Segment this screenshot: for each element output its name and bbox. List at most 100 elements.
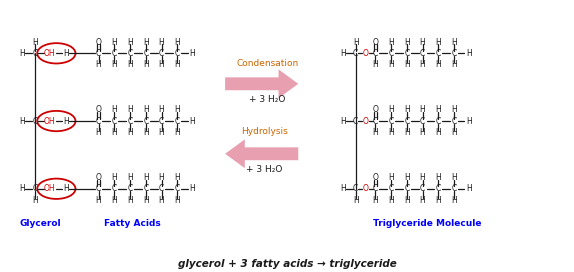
Text: C: C	[404, 116, 409, 126]
Text: H: H	[143, 173, 149, 182]
Text: H: H	[436, 173, 441, 182]
Text: H: H	[158, 173, 164, 182]
Text: C: C	[112, 184, 117, 193]
Text: C: C	[159, 116, 164, 126]
Text: C: C	[96, 184, 101, 193]
Text: O: O	[363, 49, 369, 58]
Text: O: O	[363, 184, 369, 193]
Text: Fatty Acids: Fatty Acids	[104, 219, 161, 228]
Text: C: C	[174, 116, 180, 126]
Text: C: C	[112, 49, 117, 58]
Text: C: C	[373, 184, 378, 193]
Text: O: O	[373, 38, 378, 47]
Text: C: C	[436, 49, 441, 58]
Text: C: C	[389, 116, 394, 126]
Text: C: C	[420, 184, 425, 193]
Text: C: C	[420, 116, 425, 126]
Text: H: H	[143, 105, 149, 114]
Text: H: H	[174, 38, 180, 47]
Text: H: H	[111, 38, 117, 47]
Text: C: C	[174, 184, 180, 193]
Text: H: H	[340, 184, 346, 193]
Text: H: H	[420, 128, 425, 137]
Text: H: H	[127, 173, 133, 182]
Text: H: H	[32, 196, 38, 205]
Text: Hydrolysis: Hydrolysis	[241, 127, 288, 136]
Text: C: C	[451, 184, 457, 193]
Text: H: H	[111, 60, 117, 69]
Text: + 3 H₂O: + 3 H₂O	[246, 165, 282, 174]
Text: C: C	[389, 184, 394, 193]
Text: C: C	[127, 184, 133, 193]
Text: OH: OH	[44, 184, 56, 193]
Text: C: C	[96, 49, 101, 58]
Text: O: O	[373, 173, 378, 182]
Text: H: H	[127, 128, 133, 137]
FancyArrow shape	[225, 139, 298, 168]
Text: H: H	[451, 105, 457, 114]
Text: O: O	[96, 105, 102, 114]
Text: H: H	[466, 49, 472, 58]
Text: glycerol + 3 fatty acids → triglyceride: glycerol + 3 fatty acids → triglyceride	[177, 259, 397, 269]
Text: H: H	[404, 60, 410, 69]
Text: H: H	[96, 128, 102, 137]
Text: H: H	[32, 38, 38, 47]
Text: H: H	[451, 128, 457, 137]
Text: H: H	[373, 60, 378, 69]
Text: C: C	[159, 184, 164, 193]
Text: H: H	[111, 173, 117, 182]
Text: H: H	[404, 173, 410, 182]
Text: H: H	[158, 196, 164, 205]
Text: H: H	[111, 105, 117, 114]
Text: C: C	[143, 184, 149, 193]
Text: C: C	[436, 184, 441, 193]
Text: H: H	[436, 128, 441, 137]
Text: C: C	[127, 49, 133, 58]
Text: + 3 H₂O: + 3 H₂O	[249, 95, 285, 104]
Text: H: H	[158, 105, 164, 114]
Text: H: H	[388, 105, 394, 114]
Text: C: C	[389, 49, 394, 58]
Text: H: H	[127, 38, 133, 47]
Text: H: H	[451, 60, 457, 69]
Text: H: H	[420, 196, 425, 205]
Text: H: H	[174, 105, 180, 114]
Text: C: C	[373, 49, 378, 58]
Text: H: H	[353, 196, 359, 205]
Text: H: H	[451, 173, 457, 182]
Text: H: H	[158, 60, 164, 69]
Text: H: H	[420, 38, 425, 47]
Text: C: C	[32, 116, 38, 126]
Text: H: H	[127, 105, 133, 114]
Text: H: H	[404, 128, 410, 137]
Text: H: H	[373, 196, 378, 205]
Text: H: H	[388, 38, 394, 47]
Text: H: H	[451, 196, 457, 205]
Text: OH: OH	[44, 116, 56, 126]
Text: O: O	[373, 105, 378, 114]
Text: H: H	[353, 38, 359, 47]
Text: H: H	[466, 184, 472, 193]
Text: C: C	[353, 184, 358, 193]
Text: H: H	[174, 60, 180, 69]
Text: Glycerol: Glycerol	[20, 219, 61, 228]
Text: H: H	[63, 49, 69, 58]
Text: H: H	[404, 196, 410, 205]
Text: C: C	[451, 49, 457, 58]
Text: H: H	[436, 60, 441, 69]
Text: H: H	[436, 196, 441, 205]
Text: H: H	[189, 184, 195, 193]
Text: C: C	[436, 116, 441, 126]
Text: H: H	[189, 49, 195, 58]
Text: H: H	[436, 105, 441, 114]
Text: H: H	[127, 196, 133, 205]
Text: O: O	[363, 116, 369, 126]
Text: C: C	[353, 49, 358, 58]
Text: H: H	[158, 38, 164, 47]
Text: H: H	[420, 60, 425, 69]
Text: H: H	[388, 60, 394, 69]
Text: H: H	[96, 196, 102, 205]
Text: H: H	[174, 128, 180, 137]
Text: H: H	[127, 60, 133, 69]
Text: C: C	[353, 116, 358, 126]
